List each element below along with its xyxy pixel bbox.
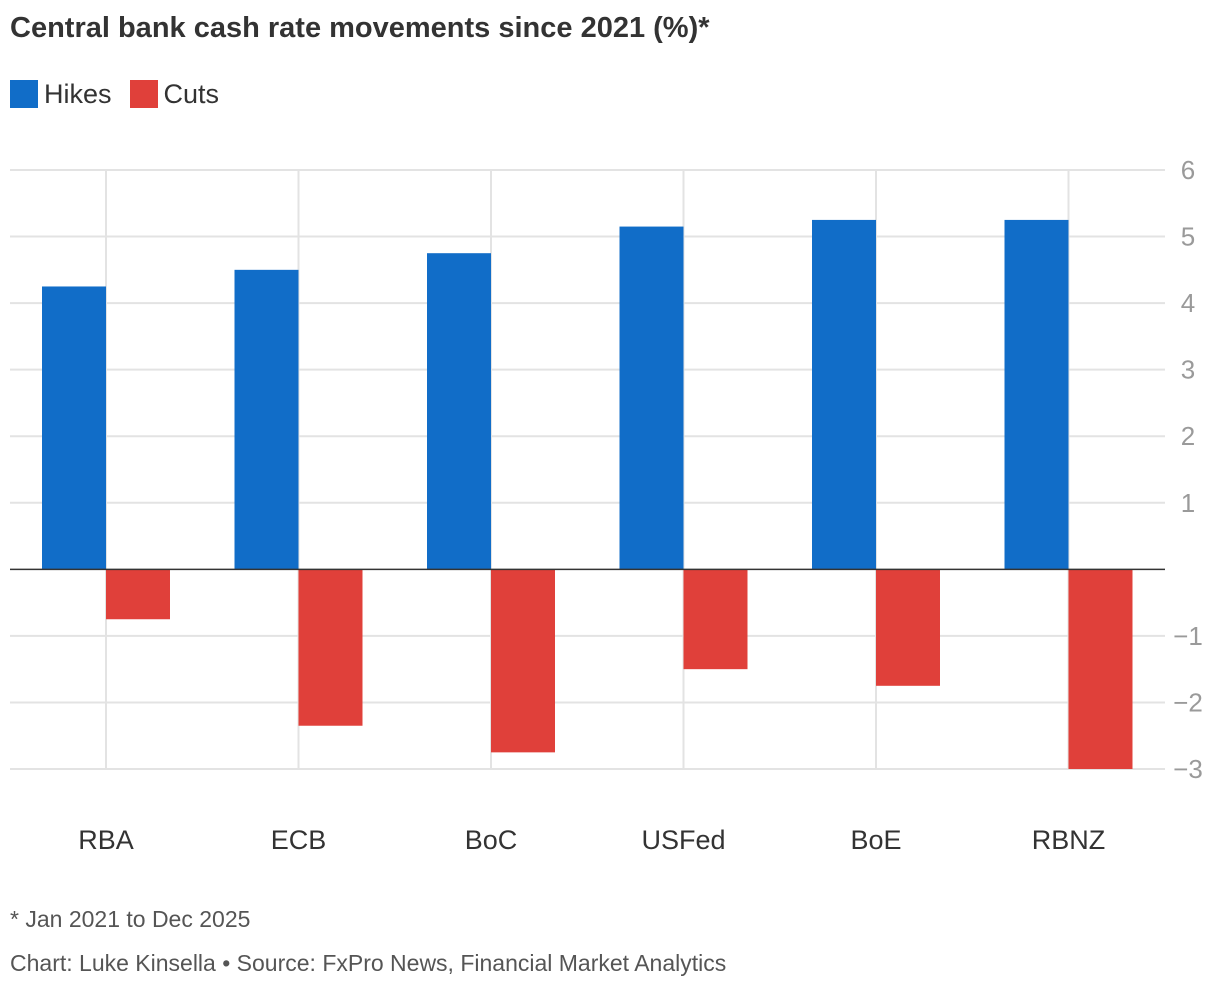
y-tick-label: −3 — [1173, 754, 1203, 784]
bar-hikes — [42, 286, 106, 570]
legend-swatch-cuts — [129, 80, 158, 108]
x-category-label: RBNZ — [1032, 825, 1106, 855]
x-category-label: BoE — [850, 825, 901, 855]
bar-hikes — [619, 226, 684, 570]
bar-hikes — [1004, 219, 1069, 570]
x-category-label: ECB — [271, 825, 327, 855]
y-tick-label: 5 — [1181, 222, 1195, 252]
legend-item-cuts: Cuts — [129, 78, 220, 110]
bar-hikes — [427, 253, 491, 570]
chart-footnote: * Jan 2021 to Dec 2025 — [10, 906, 251, 932]
y-tick-label: 1 — [1181, 488, 1195, 518]
legend-label-cuts: Cuts — [163, 78, 220, 109]
y-tick-label: −2 — [1173, 687, 1203, 717]
bar-cuts — [683, 569, 748, 670]
y-tick-label: 3 — [1181, 355, 1195, 385]
y-tick-label: 6 — [1181, 155, 1195, 185]
y-tick-label: 2 — [1181, 421, 1195, 451]
chart-title: Central bank cash rate movements since 2… — [10, 12, 710, 44]
x-category-label: USFed — [641, 825, 725, 855]
chart-credit: Chart: Luke Kinsella • Source: FxPro New… — [10, 950, 727, 976]
bar-cuts — [876, 569, 940, 686]
y-tick-label: 4 — [1181, 288, 1195, 318]
bar-cuts — [491, 569, 555, 753]
bar-cuts — [1068, 569, 1133, 769]
bar-hikes — [234, 269, 299, 570]
bar-chart: 6 5 4 3 2 1 −1 −2 −3 RBA ECB BoC USFed BoE RBNZ — [10, 155, 1203, 855]
bar-cuts — [106, 569, 170, 620]
x-category-label: BoC — [465, 825, 518, 855]
legend-swatch-hikes — [10, 80, 38, 108]
chart-legend: Hikes Cuts — [10, 76, 237, 112]
bar-hikes — [812, 219, 876, 570]
x-category-label: RBA — [78, 825, 134, 855]
legend-item-hikes: Hikes — [10, 79, 112, 110]
legend-label-hikes: Hikes — [44, 78, 112, 109]
bar-cuts — [298, 569, 363, 726]
y-tick-label: −1 — [1173, 621, 1203, 651]
